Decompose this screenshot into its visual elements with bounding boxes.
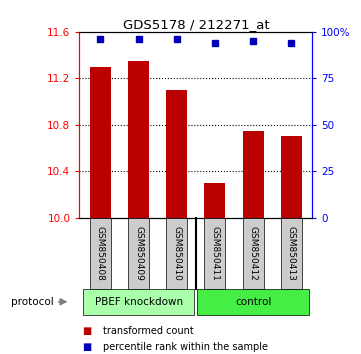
Text: GSM850411: GSM850411 xyxy=(210,225,219,281)
Text: GSM850410: GSM850410 xyxy=(172,225,181,281)
Bar xyxy=(204,183,225,218)
Text: control: control xyxy=(235,297,271,307)
Title: GDS5178 / 212271_at: GDS5178 / 212271_at xyxy=(122,18,269,31)
Text: GSM850412: GSM850412 xyxy=(249,226,258,280)
Bar xyxy=(90,67,111,218)
Text: transformed count: transformed count xyxy=(103,326,193,336)
Text: GSM850408: GSM850408 xyxy=(96,225,105,281)
Text: ■: ■ xyxy=(82,342,91,352)
Text: PBEF knockdown: PBEF knockdown xyxy=(95,297,183,307)
Bar xyxy=(166,90,187,218)
Text: percentile rank within the sample: percentile rank within the sample xyxy=(103,342,268,352)
Text: ■: ■ xyxy=(82,326,91,336)
Text: protocol: protocol xyxy=(11,297,53,307)
Bar xyxy=(281,136,302,218)
Text: GSM850409: GSM850409 xyxy=(134,225,143,281)
Bar xyxy=(243,131,264,218)
Bar xyxy=(128,61,149,218)
Text: GSM850413: GSM850413 xyxy=(287,225,296,281)
